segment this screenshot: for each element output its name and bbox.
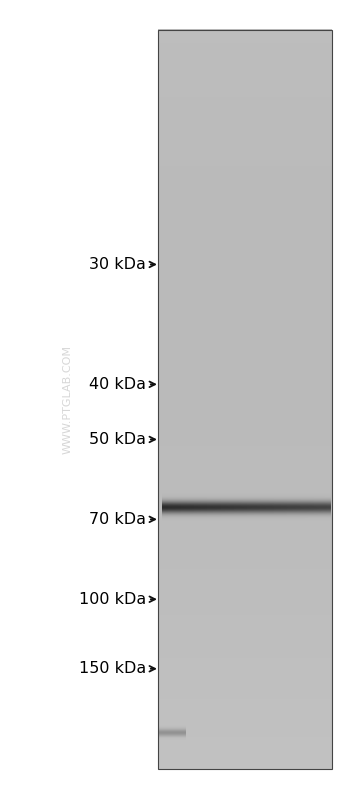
Bar [158, 30, 332, 769]
Text: 50 kDa: 50 kDa [89, 432, 146, 447]
Text: 30 kDa: 30 kDa [89, 257, 146, 272]
Text: 40 kDa: 40 kDa [89, 377, 146, 392]
Text: 70 kDa: 70 kDa [89, 512, 146, 527]
Text: WWW.PTGLAB.COM: WWW.PTGLAB.COM [63, 345, 73, 454]
Text: 150 kDa: 150 kDa [79, 662, 146, 676]
Text: 100 kDa: 100 kDa [79, 592, 146, 606]
